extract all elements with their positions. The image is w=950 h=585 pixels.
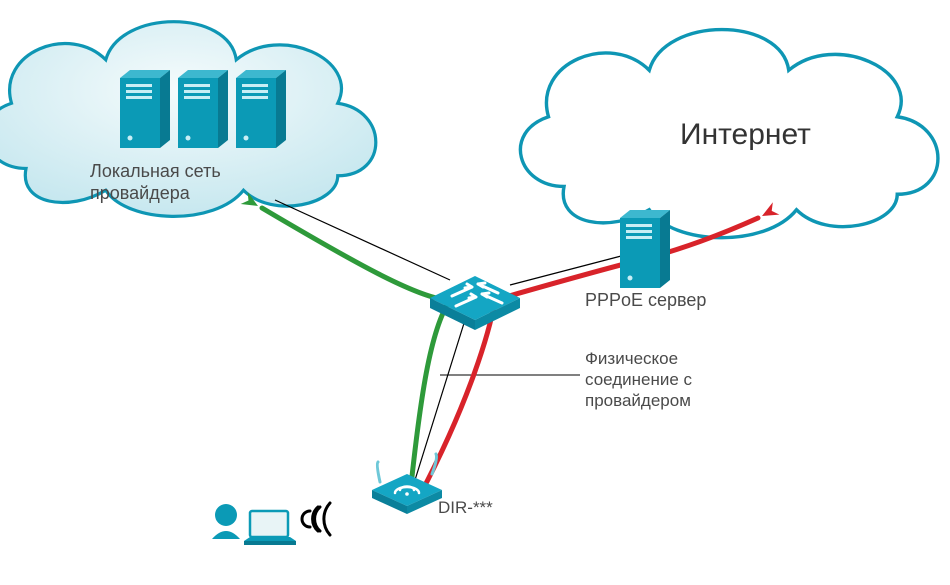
router-icon	[372, 454, 442, 514]
servers-group	[120, 70, 286, 148]
label-internet: Интернет	[680, 118, 811, 152]
server-icon	[178, 70, 228, 148]
green-path	[241, 192, 450, 495]
label-physical-connection: Физическое соединение с провайдером	[585, 348, 692, 411]
diagram-canvas: Локальная сеть провайдера Интернет PPPoE…	[0, 0, 950, 585]
server-icon	[120, 70, 170, 148]
pppoe-server-icon	[620, 210, 670, 288]
switch-icon	[430, 276, 520, 330]
server-icon	[236, 70, 286, 148]
label-router: DIR-***	[438, 498, 493, 518]
label-provider-lan: Локальная сеть провайдера	[90, 160, 221, 204]
label-pppoe-server: PPPoE сервер	[585, 290, 706, 311]
physical-links	[275, 200, 625, 480]
user-laptop-icon	[212, 503, 330, 545]
